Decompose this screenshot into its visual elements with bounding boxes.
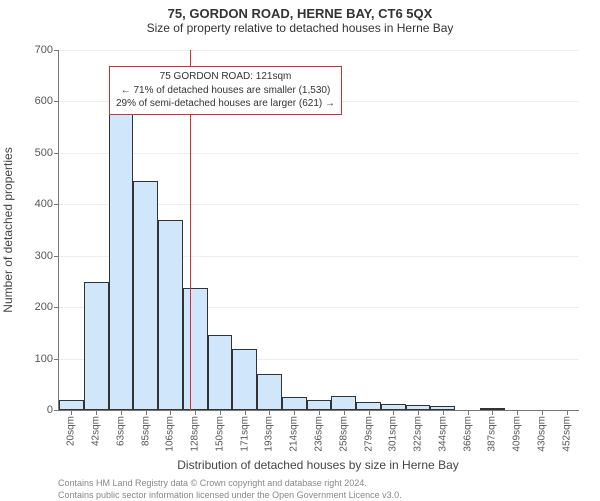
- xtick-label: 20sqm: [66, 416, 77, 446]
- xtick-label: 63sqm: [115, 416, 126, 446]
- x-axis-label: Distribution of detached houses by size …: [58, 458, 578, 472]
- xtick-label: 85sqm: [140, 416, 151, 446]
- xtick-mark: [468, 410, 469, 415]
- annotation-box: 75 GORDON ROAD: 121sqm← 71% of detached …: [109, 66, 342, 115]
- xtick-mark: [319, 410, 320, 415]
- xtick-label: 128sqm: [190, 416, 201, 452]
- xtick-mark: [567, 410, 568, 415]
- ytick-label: 700: [35, 44, 59, 56]
- xtick-label: 366sqm: [462, 416, 473, 452]
- annotation-line3: 29% of semi-detached houses are larger (…: [116, 97, 335, 111]
- xtick-mark: [71, 410, 72, 415]
- xtick-label: 322sqm: [413, 416, 424, 452]
- histogram-bar: [109, 107, 134, 410]
- histogram-bar: [307, 400, 332, 410]
- xtick-mark: [220, 410, 221, 415]
- xtick-mark: [344, 410, 345, 415]
- xtick-label: 301sqm: [388, 416, 399, 452]
- xtick-mark: [245, 410, 246, 415]
- annotation-line2: ← 71% of detached houses are smaller (1,…: [116, 84, 335, 98]
- histogram-bar: [356, 402, 381, 410]
- xtick-label: 214sqm: [289, 416, 300, 452]
- plot-area: 010020030040050060070020sqm42sqm63sqm85s…: [58, 50, 579, 411]
- xtick-label: 193sqm: [264, 416, 275, 452]
- xtick-mark: [542, 410, 543, 415]
- histogram-bar: [84, 282, 109, 410]
- chart-title-line2: Size of property relative to detached ho…: [0, 21, 600, 35]
- xtick-mark: [96, 410, 97, 415]
- histogram-bar: [59, 400, 84, 410]
- xtick-mark: [443, 410, 444, 415]
- histogram-bar: [183, 288, 208, 410]
- xtick-mark: [121, 410, 122, 415]
- ytick-label: 400: [35, 198, 59, 210]
- annotation-line1: 75 GORDON ROAD: 121sqm: [116, 70, 335, 84]
- xtick-label: 409sqm: [512, 416, 523, 452]
- xtick-mark: [517, 410, 518, 415]
- xtick-label: 236sqm: [314, 416, 325, 452]
- ytick-label: 300: [35, 250, 59, 262]
- histogram-bar: [158, 220, 183, 410]
- xtick-label: 279sqm: [363, 416, 374, 452]
- histogram-bar: [133, 181, 158, 410]
- gridline: [59, 50, 579, 51]
- ytick-label: 600: [35, 95, 59, 107]
- histogram-bar: [282, 397, 307, 410]
- xtick-mark: [146, 410, 147, 415]
- xtick-mark: [492, 410, 493, 415]
- chart-title-line1: 75, GORDON ROAD, HERNE BAY, CT6 5QX: [0, 0, 600, 21]
- histogram-bar: [208, 335, 233, 410]
- xtick-mark: [269, 410, 270, 415]
- ytick-label: 100: [35, 353, 59, 365]
- xtick-label: 387sqm: [487, 416, 498, 452]
- y-axis-label: Number of detached properties: [1, 147, 15, 312]
- xtick-mark: [393, 410, 394, 415]
- xtick-label: 258sqm: [338, 416, 349, 452]
- xtick-label: 150sqm: [214, 416, 225, 452]
- xtick-mark: [170, 410, 171, 415]
- ytick-label: 500: [35, 147, 59, 159]
- xtick-label: 42sqm: [91, 416, 102, 446]
- footer-attribution: Contains HM Land Registry data © Crown c…: [58, 478, 402, 501]
- histogram-bar: [331, 396, 356, 410]
- xtick-label: 452sqm: [561, 416, 572, 452]
- xtick-mark: [418, 410, 419, 415]
- xtick-mark: [369, 410, 370, 415]
- xtick-label: 344sqm: [437, 416, 448, 452]
- ytick-label: 200: [35, 301, 59, 313]
- xtick-label: 106sqm: [165, 416, 176, 452]
- xtick-label: 171sqm: [239, 416, 250, 452]
- property-size-chart: 75, GORDON ROAD, HERNE BAY, CT6 5QX Size…: [0, 0, 600, 500]
- xtick-mark: [195, 410, 196, 415]
- histogram-bar: [257, 374, 282, 410]
- xtick-mark: [294, 410, 295, 415]
- xtick-label: 430sqm: [536, 416, 547, 452]
- footer-line2: Contains public sector information licen…: [58, 490, 402, 501]
- footer-line1: Contains HM Land Registry data © Crown c…: [58, 478, 402, 490]
- ytick-label: 0: [47, 404, 59, 416]
- gridline: [59, 153, 579, 154]
- histogram-bar: [232, 349, 257, 410]
